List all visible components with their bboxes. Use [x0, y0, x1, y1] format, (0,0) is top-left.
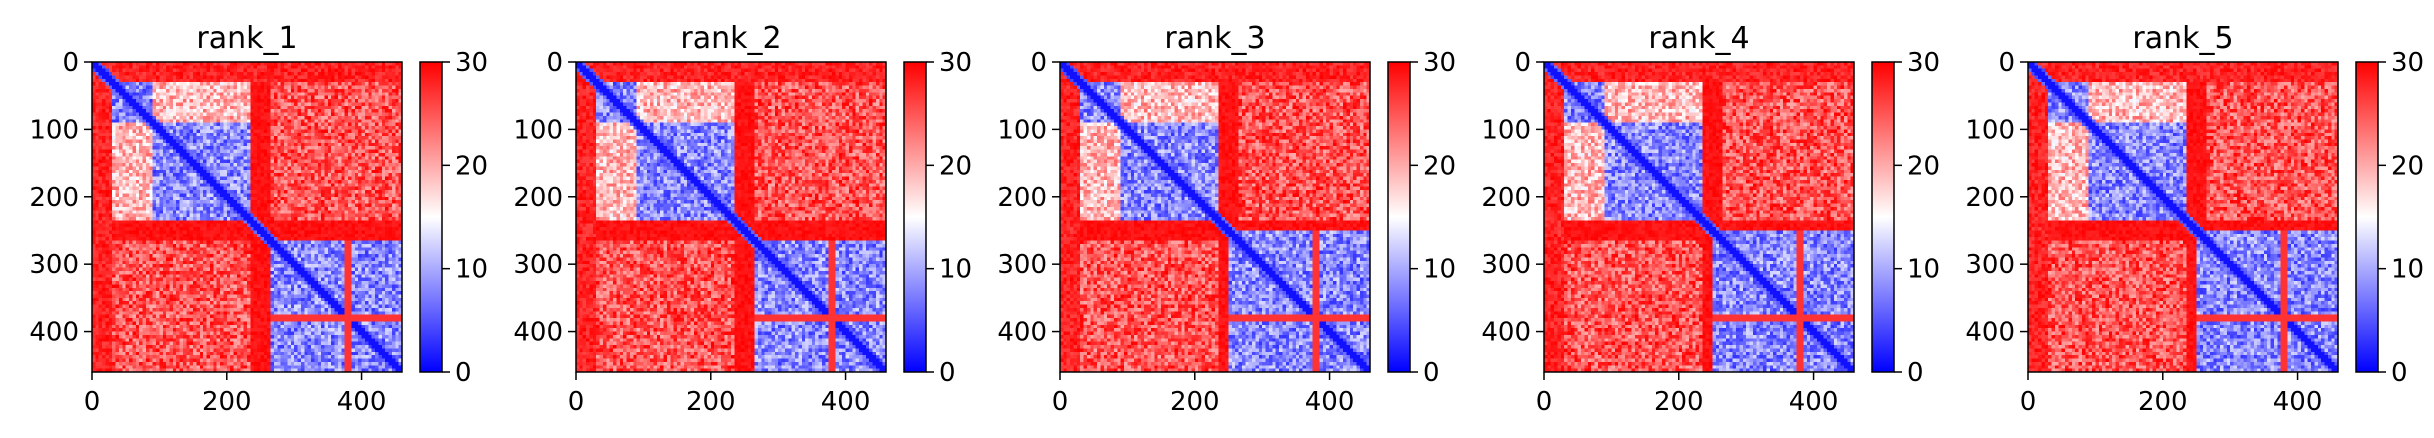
heatmap-panel-4: rank_4 0 100 200 300 400 0 200 400 0 10 20 30 [1481, 21, 1940, 417]
heatmap-image [2028, 62, 2338, 372]
colorbar-tick-label: 20 [939, 151, 972, 181]
colorbar [419, 61, 443, 373]
y-tick-label: 400 [1965, 318, 2015, 348]
y-tick-label: 300 [29, 250, 79, 280]
colorbar [1387, 61, 1411, 373]
y-tick-label: 0 [1514, 48, 1531, 78]
y-tick-label: 200 [1965, 183, 2015, 213]
colorbar [903, 61, 927, 373]
colorbar-tick-label: 30 [939, 48, 972, 78]
heatmap-panel-2: rank_2 0 100 200 300 400 0 200 400 0 10 20 30 [513, 21, 972, 417]
panel-title: rank_3 [1164, 21, 1265, 56]
y-tick-label: 100 [29, 115, 79, 145]
y-tick-label: 300 [1965, 250, 2015, 280]
colorbar-tick-label: 20 [1907, 151, 1940, 181]
x-tick-label: 400 [821, 387, 871, 417]
heatmap-image [1544, 62, 1854, 372]
x-tick-label: 200 [202, 387, 252, 417]
heatmap-image [576, 62, 886, 372]
colorbar-tick-label: 30 [1423, 48, 1456, 78]
y-tick-label: 300 [513, 250, 563, 280]
colorbar-tick-label: 20 [455, 151, 488, 181]
x-tick-label: 0 [2020, 387, 2037, 417]
y-tick-label: 200 [513, 183, 563, 213]
colorbar [2355, 61, 2379, 373]
colorbar [1871, 61, 1895, 373]
y-tick-label: 200 [1481, 183, 1531, 213]
heatmap-panel-1: rank_1 0 100 200 300 400 0 200 400 0 10 20 30 [29, 21, 488, 417]
x-tick-label: 400 [2273, 387, 2323, 417]
y-tick-label: 0 [546, 48, 563, 78]
y-tick-label: 300 [997, 250, 1047, 280]
y-tick-label: 100 [1965, 115, 2015, 145]
y-tick-label: 0 [1030, 48, 1047, 78]
y-tick-label: 0 [1998, 48, 2015, 78]
axes-frame [91, 61, 403, 373]
heatmap-panel-5: rank_5 0 100 200 300 400 0 200 400 0 10 20 30 [1965, 21, 2424, 417]
colorbar-tick-label: 30 [2391, 48, 2424, 78]
axes-frame [575, 61, 887, 373]
axes-frame [1543, 61, 1855, 373]
axes-frame [2027, 61, 2339, 373]
colorbar-tick-label: 0 [1907, 358, 1924, 388]
y-tick-label: 400 [997, 318, 1047, 348]
panel-title: rank_2 [680, 21, 781, 56]
panel-title: rank_5 [2132, 21, 2233, 56]
heatmap-image [1060, 62, 1370, 372]
colorbar-tick-label: 0 [939, 358, 956, 388]
y-tick-label: 0 [62, 48, 79, 78]
colorbar-tick-label: 10 [455, 255, 488, 285]
y-tick-label: 400 [1481, 318, 1531, 348]
colorbar-tick-label: 30 [1907, 48, 1940, 78]
y-tick-label: 300 [1481, 250, 1531, 280]
x-tick-label: 200 [686, 387, 736, 417]
colorbar-tick-label: 0 [455, 358, 472, 388]
x-tick-label: 200 [1654, 387, 1704, 417]
colorbar-tick-label: 0 [2391, 358, 2408, 388]
y-tick-label: 400 [513, 318, 563, 348]
colorbar-tick-label: 30 [455, 48, 488, 78]
x-tick-label: 0 [84, 387, 101, 417]
panel-title: rank_4 [1648, 21, 1749, 56]
x-tick-label: 400 [1789, 387, 1839, 417]
heatmap-image [92, 62, 402, 372]
y-tick-label: 200 [29, 183, 79, 213]
axes-frame [1059, 61, 1371, 373]
y-tick-label: 200 [997, 183, 1047, 213]
colorbar-tick-label: 10 [1423, 255, 1456, 285]
colorbar-tick-label: 20 [1423, 151, 1456, 181]
colorbar-tick-label: 10 [1907, 255, 1940, 285]
colorbar-tick-label: 10 [939, 255, 972, 285]
colorbar-tick-label: 20 [2391, 151, 2424, 181]
x-tick-label: 0 [1052, 387, 1069, 417]
y-tick-label: 100 [1481, 115, 1531, 145]
heatmap-panel-3: rank_3 0 100 200 300 400 0 200 400 0 10 20 30 [997, 21, 1456, 417]
x-tick-label: 0 [1536, 387, 1553, 417]
y-tick-label: 400 [29, 318, 79, 348]
colorbar-tick-label: 10 [2391, 255, 2424, 285]
y-tick-label: 100 [513, 115, 563, 145]
colorbar-tick-label: 0 [1423, 358, 1440, 388]
y-tick-label: 100 [997, 115, 1047, 145]
x-tick-label: 0 [568, 387, 585, 417]
panel-title: rank_1 [196, 21, 297, 56]
x-tick-label: 200 [2138, 387, 2188, 417]
x-tick-label: 200 [1170, 387, 1220, 417]
x-tick-label: 400 [1305, 387, 1355, 417]
x-tick-label: 400 [337, 387, 387, 417]
